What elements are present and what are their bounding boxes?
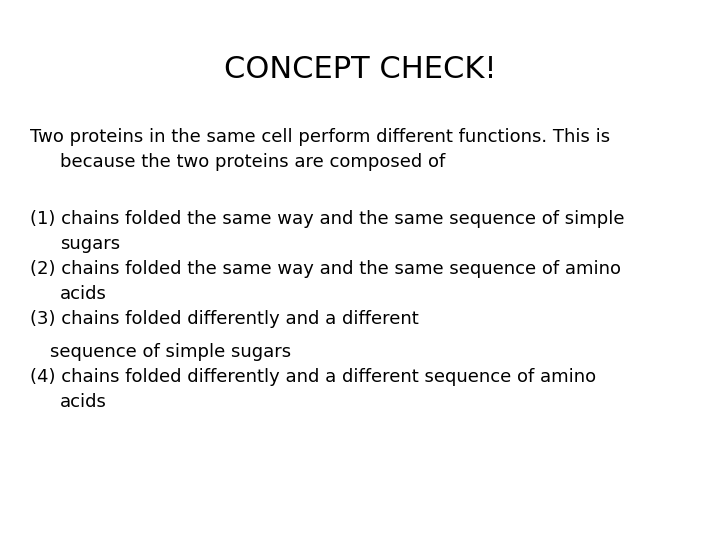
Text: (3) chains folded differently and a different: (3) chains folded differently and a diff… <box>30 310 419 328</box>
Text: CONCEPT CHECK!: CONCEPT CHECK! <box>224 55 496 84</box>
Text: sugars: sugars <box>60 235 120 253</box>
Text: (1) chains folded the same way and the same sequence of simple: (1) chains folded the same way and the s… <box>30 210 624 228</box>
Text: (2) chains folded the same way and the same sequence of amino: (2) chains folded the same way and the s… <box>30 260 621 278</box>
Text: Two proteins in the same cell perform different functions. This is: Two proteins in the same cell perform di… <box>30 128 610 146</box>
Text: because the two proteins are composed of: because the two proteins are composed of <box>60 153 445 171</box>
Text: (4) chains folded differently and a different sequence of amino: (4) chains folded differently and a diff… <box>30 368 596 386</box>
Text: acids: acids <box>60 393 107 411</box>
Text: sequence of simple sugars: sequence of simple sugars <box>50 343 291 361</box>
Text: acids: acids <box>60 285 107 303</box>
